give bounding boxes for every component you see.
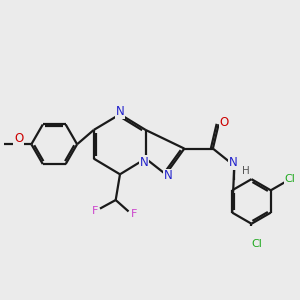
Text: F: F — [130, 209, 137, 219]
Text: Cl: Cl — [251, 239, 262, 249]
Text: O: O — [14, 132, 23, 145]
Text: Cl: Cl — [284, 174, 296, 184]
Text: N: N — [164, 169, 172, 182]
Text: O: O — [219, 116, 228, 129]
Text: N: N — [140, 155, 149, 169]
Text: N: N — [229, 156, 237, 170]
Text: F: F — [92, 206, 98, 216]
Text: H: H — [242, 167, 250, 176]
Text: N: N — [116, 106, 124, 118]
